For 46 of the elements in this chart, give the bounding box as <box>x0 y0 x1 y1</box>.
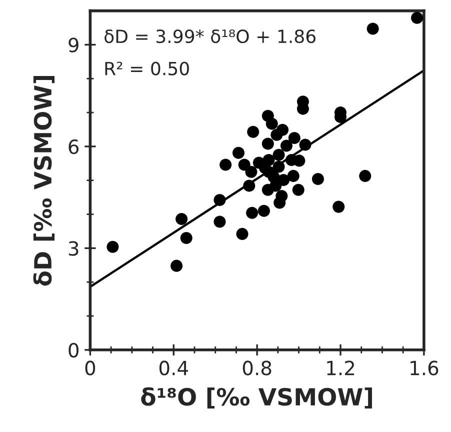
point <box>293 154 306 167</box>
y-tick-label: 0 <box>68 342 78 358</box>
point <box>247 126 260 138</box>
y-tick-label: 6 <box>68 139 79 154</box>
annotation: δD = 3.99* δ¹⁸O + 1.86 <box>104 30 316 44</box>
point <box>262 138 274 150</box>
x-tick-label: 0.8 <box>242 360 272 376</box>
point <box>287 170 300 182</box>
point <box>288 132 300 144</box>
point <box>214 216 226 228</box>
point <box>245 166 258 178</box>
point <box>243 180 256 192</box>
point <box>180 232 192 244</box>
point <box>292 184 304 196</box>
x-tick-label: 0 <box>85 360 96 376</box>
point <box>106 240 119 253</box>
point <box>258 204 270 217</box>
x-tick-label: 1.6 <box>410 360 438 376</box>
x-axis-title: δ¹⁸O [‰ VSMOW] <box>141 387 372 409</box>
annotation: R² = 0.50 <box>105 62 189 76</box>
point <box>236 228 248 240</box>
point <box>274 196 286 209</box>
point <box>170 260 183 272</box>
point <box>246 206 258 219</box>
point <box>272 148 285 161</box>
point <box>272 160 285 173</box>
point <box>176 213 188 226</box>
point <box>214 194 226 206</box>
x-tick-label: 0.4 <box>159 360 188 376</box>
point <box>238 158 250 171</box>
point <box>332 200 345 213</box>
point <box>366 22 379 35</box>
point <box>280 140 292 152</box>
point <box>266 118 278 130</box>
point <box>359 170 372 182</box>
point <box>232 146 245 159</box>
point <box>262 166 275 178</box>
point <box>411 12 424 24</box>
y-tick-label: 3 <box>68 241 78 256</box>
point <box>270 128 283 141</box>
y-tick-label: 9 <box>68 38 78 52</box>
point <box>312 172 324 186</box>
y-axis-title: δD [‰ VSMOW] <box>33 76 55 286</box>
point <box>299 138 312 151</box>
point <box>220 158 232 171</box>
x-tick-label: 1.2 <box>327 360 354 376</box>
